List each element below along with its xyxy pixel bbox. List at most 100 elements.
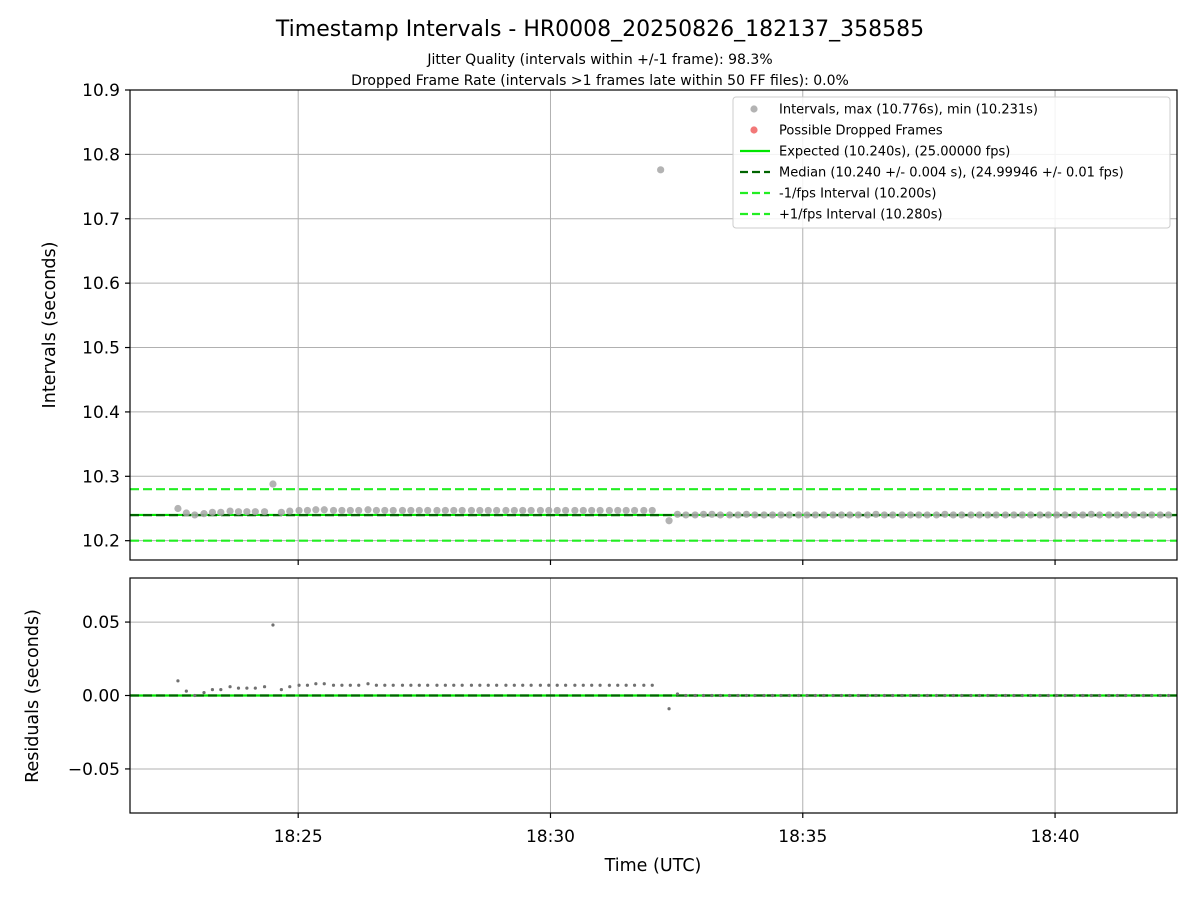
residual-point (469, 683, 474, 687)
interval-point (923, 511, 931, 519)
intervals-y-tick-label: 10.3 (82, 467, 120, 487)
interval-point (1156, 511, 1164, 519)
interval-point (562, 506, 570, 515)
legend-label: Median (10.240 +/- 0.004 s), (24.99946 +… (779, 166, 1124, 181)
residual-point (1124, 693, 1128, 698)
residual-point (400, 683, 405, 687)
interval-point (312, 506, 320, 514)
interval-point (872, 510, 880, 518)
interval-point (1105, 511, 1113, 519)
residual-point (193, 693, 197, 698)
interval-point (854, 511, 862, 519)
interval-point (889, 511, 897, 519)
interval-point (1164, 511, 1173, 519)
residual-point (710, 693, 714, 698)
intervals-y-tick-label: 10.4 (82, 403, 120, 423)
intervals-panel: 10.2 10.3 10.4 10.5 10.6 10.7 10.8 10.9 Interva… (40, 81, 1178, 565)
residual-point (383, 683, 387, 687)
interval-point (967, 511, 975, 519)
interval-point (820, 511, 828, 519)
residual-point (564, 683, 568, 687)
residual-point (718, 693, 722, 698)
residual-point (770, 693, 775, 698)
residual-point (684, 693, 688, 698)
intervals-y-tick-label: 10.2 (82, 532, 120, 552)
interval-point (640, 506, 648, 515)
interval-point (734, 511, 742, 519)
interval-point (682, 511, 690, 519)
interval-point (415, 506, 423, 515)
interval-point (1001, 511, 1010, 519)
residual-point (1098, 693, 1102, 698)
legend-box (732, 96, 1171, 229)
interval-point (699, 510, 708, 518)
residual-point (573, 683, 577, 687)
residual-point (1072, 693, 1077, 698)
x-tick-label: 18:25 (274, 827, 323, 847)
interval-point (1079, 511, 1087, 519)
residual-point (452, 683, 456, 687)
interval-point (182, 509, 190, 517)
residual-point (1046, 693, 1050, 698)
residual-point (831, 693, 835, 698)
residual-point (581, 683, 585, 687)
residual-point (848, 693, 852, 698)
residual-point (650, 683, 654, 687)
residual-point (331, 683, 336, 687)
interval-point (200, 510, 208, 518)
residual-point (460, 683, 464, 687)
residual-point (435, 683, 439, 687)
residual-point (994, 693, 998, 698)
interval-point (329, 506, 338, 515)
residuals-y-axis-label: Residuals (seconds) (23, 609, 43, 783)
interval-point (1130, 511, 1138, 519)
residual-point (934, 693, 939, 698)
interval-point (1053, 511, 1061, 519)
x-axis-label: Time (UTC) (604, 856, 702, 876)
interval-point (389, 506, 397, 515)
residual-point (908, 693, 913, 698)
interval-point (260, 508, 269, 516)
interval-point (803, 511, 811, 519)
legend-label: Possible Dropped Frames (779, 124, 943, 139)
residual-point (1003, 693, 1008, 698)
residual-point (900, 693, 904, 698)
residual-point (986, 693, 990, 698)
interval-point (320, 506, 328, 514)
interval-point (1113, 511, 1121, 519)
interval-point (1018, 511, 1026, 519)
residual-point (744, 693, 749, 698)
residual-point (538, 683, 542, 687)
residual-point (925, 693, 929, 698)
residuals-y-tick-label: −0.05 (68, 760, 120, 780)
residual-point (805, 693, 809, 698)
residual-point (1150, 693, 1154, 698)
residual-point (616, 683, 620, 687)
residual-point (529, 683, 533, 687)
residual-point (951, 693, 955, 698)
interval-point (484, 506, 492, 515)
legend-entry: Intervals, max (10.776s), min (10.231s) (750, 103, 1038, 118)
intervals-y-tick-label: 10.6 (82, 274, 120, 294)
residual-point (675, 692, 680, 696)
interval-point (958, 511, 966, 519)
residual-point (822, 693, 826, 698)
interval-point (476, 506, 484, 515)
interval-point (424, 506, 432, 515)
residual-point (1063, 693, 1067, 698)
residual-point (236, 686, 241, 690)
residual-point (228, 685, 232, 689)
intervals-y-tick-label: 10.9 (82, 81, 120, 101)
residual-point (409, 683, 413, 687)
chart-title: Timestamp Intervals - HR0008_20250826_18… (275, 17, 924, 42)
residual-point (787, 693, 791, 698)
residual-point (512, 683, 516, 687)
interval-point (1010, 511, 1018, 519)
legend-entry: -1/fps Interval (10.200s) (740, 187, 936, 202)
interval-point (208, 508, 217, 516)
residual-point (736, 693, 740, 698)
interval-point (673, 510, 682, 518)
residual-point (486, 683, 490, 687)
interval-point (191, 511, 199, 519)
interval-point (355, 506, 363, 515)
